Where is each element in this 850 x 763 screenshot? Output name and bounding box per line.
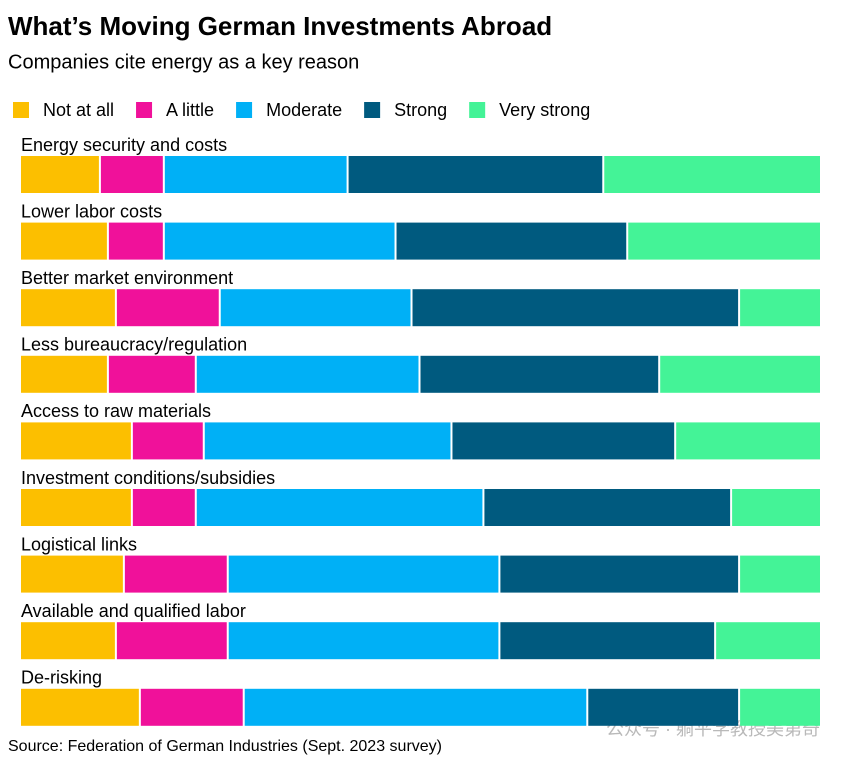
legend-label: Not at all — [43, 100, 114, 120]
bar-segment — [420, 355, 659, 393]
bar-segment — [21, 622, 115, 660]
bar-segment — [204, 422, 451, 460]
bar-segment — [21, 355, 107, 393]
source: Source: Federation of German Industries … — [8, 738, 442, 755]
legend-swatch — [13, 102, 29, 118]
bar-segment — [164, 156, 347, 193]
bar-segment — [196, 355, 419, 393]
bar-segment — [116, 289, 219, 327]
bar-segment — [21, 222, 107, 260]
bar-segment — [740, 555, 820, 593]
row-label: Investment conditions/subsidies — [21, 468, 275, 488]
row-label: Lower labor costs — [21, 201, 162, 221]
bar-segment — [676, 422, 820, 460]
bar-segment — [740, 289, 820, 327]
legend-swatch — [469, 102, 486, 118]
bar-segment — [124, 555, 227, 593]
row-label: Access to raw materials — [21, 401, 211, 421]
bar-segment — [348, 156, 603, 193]
bar-segment — [132, 489, 195, 526]
chart-title: What’s Moving German Investments Abroad — [8, 11, 552, 41]
legend-label: Moderate — [266, 100, 342, 120]
bar-segment — [108, 355, 195, 393]
bar-segment — [716, 622, 820, 660]
bar-segment — [604, 156, 820, 193]
bar-segment — [228, 555, 499, 593]
legend-label: Strong — [394, 100, 447, 120]
bar-segment — [21, 489, 131, 526]
bar-segment — [396, 222, 627, 260]
bar-segment — [500, 555, 739, 593]
bar-segment — [660, 355, 820, 393]
bar-segment — [220, 289, 411, 327]
legend-label: A little — [166, 100, 214, 120]
chart-subtitle: Companies cite energy as a key reason — [8, 51, 359, 73]
bar-segment — [500, 622, 715, 660]
row-label: Available and qualified labor — [21, 601, 246, 621]
bar-segment — [21, 422, 131, 460]
bar-segment — [132, 422, 203, 460]
bar-segment — [21, 688, 139, 726]
legend-label: Very strong — [499, 100, 590, 120]
bar-segment — [21, 289, 115, 327]
legend-swatch — [364, 102, 381, 118]
row-label: Logistical links — [21, 534, 137, 554]
bar-segment — [140, 688, 243, 726]
bar-segment — [244, 688, 587, 726]
row-label: Better market environment — [21, 268, 233, 288]
bar-segment — [412, 289, 739, 327]
row-label: De-risking — [21, 668, 102, 688]
bar-segment — [732, 489, 820, 526]
bar-segment — [21, 555, 123, 593]
bar-segment — [484, 489, 731, 526]
bar-segment — [740, 688, 820, 726]
bar-segment — [228, 622, 499, 660]
bar-segment — [452, 422, 675, 460]
row-label: Less bureaucracy/regulation — [21, 335, 247, 355]
bar-segment — [100, 156, 163, 193]
bar-segment — [21, 156, 99, 193]
bar-segment — [628, 222, 820, 260]
bar-segment — [116, 622, 227, 660]
bar-segment — [588, 688, 739, 726]
bar-segment — [164, 222, 395, 260]
legend-swatch — [136, 102, 153, 118]
legend-swatch — [236, 102, 253, 118]
bar-segment — [196, 489, 483, 526]
row-label: Energy security and costs — [21, 135, 227, 155]
bar-segment — [108, 222, 163, 260]
